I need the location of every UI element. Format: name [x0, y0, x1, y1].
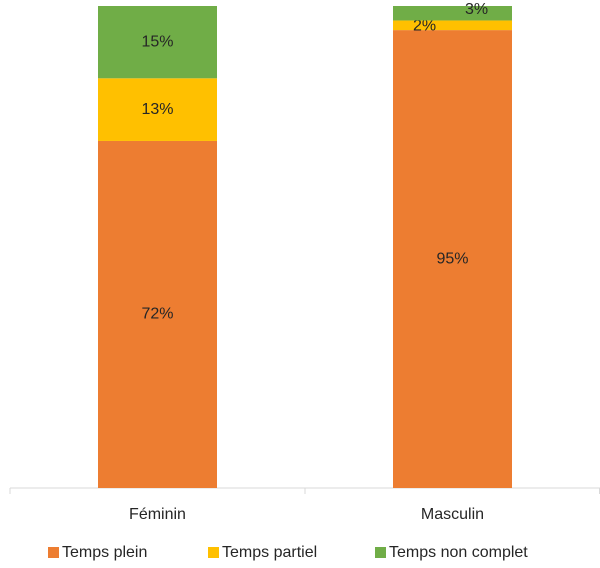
- x-tick-label: Féminin: [129, 506, 186, 523]
- bar-segment: [393, 30, 512, 488]
- bar-segment: [98, 78, 217, 141]
- bar-segment: [393, 20, 512, 31]
- bar-segment: [98, 140, 217, 488]
- bar-segment: [393, 6, 512, 21]
- data-label: 15%: [141, 33, 173, 50]
- legend-label: Temps partiel: [222, 544, 317, 561]
- legend-label: Temps non complet: [389, 544, 528, 561]
- data-label: 95%: [436, 250, 468, 267]
- data-label: 72%: [141, 306, 173, 323]
- legend-label: Temps plein: [62, 544, 147, 561]
- data-label: 13%: [141, 101, 173, 118]
- x-tick-label: Masculin: [421, 506, 484, 523]
- legend-swatch: [208, 547, 219, 558]
- legend-swatch: [375, 547, 386, 558]
- legend-swatch: [48, 547, 59, 558]
- bar-segment: [98, 6, 217, 79]
- data-label: 2%: [413, 18, 436, 35]
- data-label: 3%: [465, 1, 488, 18]
